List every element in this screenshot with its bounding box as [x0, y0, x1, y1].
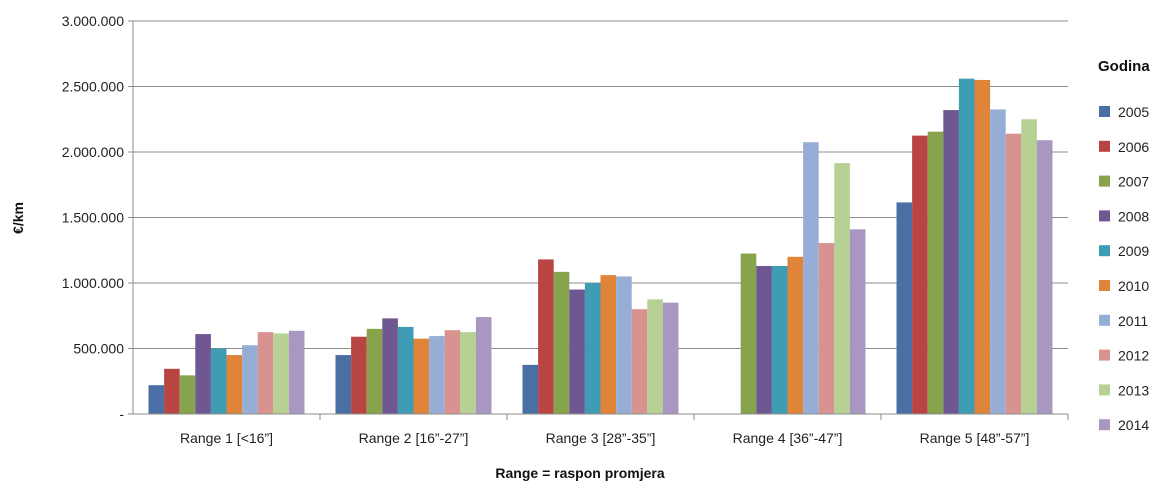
bar-2011-range-3 — [616, 276, 632, 414]
bar-2005-range-2 — [335, 355, 352, 414]
x-category-label: Range 1 [<16”] — [180, 430, 273, 446]
bar-2011-range-1 — [242, 345, 258, 414]
bar-2009-range-5 — [958, 78, 975, 414]
bar-2012-range-1 — [257, 332, 274, 414]
legend-swatch-2011 — [1099, 314, 1110, 326]
bar-2014-range-2 — [475, 317, 492, 414]
bar-2007-range-4 — [740, 253, 757, 414]
x-category-label: Range 5 [48”-57”] — [920, 430, 1030, 446]
legend-swatch-2008 — [1099, 210, 1110, 222]
bar-2007-range-2 — [366, 328, 383, 414]
legend-swatch-2007 — [1099, 175, 1110, 187]
x-category-label: Range 3 [28”-35”] — [546, 430, 656, 446]
legend-label-2011: 2011 — [1118, 313, 1148, 329]
bar-2011-range-4 — [803, 142, 819, 415]
bar-2010-range-3 — [600, 275, 617, 414]
bar-2010-range-4 — [787, 256, 804, 414]
bar-2010-range-5 — [974, 79, 991, 414]
bar-2013-range-1 — [273, 333, 289, 414]
bar-2014-range-5 — [1036, 140, 1053, 414]
legend-swatch-2010 — [1099, 280, 1110, 291]
legend-swatch-2013 — [1099, 384, 1110, 396]
bars — [148, 78, 1053, 415]
legend-swatch-2012 — [1099, 349, 1110, 361]
y-tick-label: 3.000.000 — [62, 13, 124, 29]
bar-2008-range-1 — [195, 334, 211, 414]
bar-2012-range-5 — [1005, 133, 1022, 414]
bar-2009-range-2 — [397, 326, 414, 414]
legend-label-2014: 2014 — [1118, 417, 1149, 433]
bar-2010-range-1 — [226, 355, 243, 414]
bar-2013-range-3 — [647, 299, 663, 414]
bar-2005-range-5 — [896, 202, 913, 414]
bar-2009-range-1 — [210, 348, 227, 414]
legend: Godina 2005 2006 2007 2008 2009 2010 2011 2012 2… — [1098, 58, 1150, 433]
bar-2009-range-3 — [584, 283, 601, 414]
legend-label-2006: 2006 — [1118, 139, 1149, 155]
legend-label-2008: 2008 — [1118, 208, 1149, 224]
legend-label-2005: 2005 — [1118, 104, 1149, 120]
bar-2008-range-2 — [382, 318, 398, 414]
bar-2006-range-2 — [351, 336, 367, 414]
legend-swatch-2006 — [1099, 140, 1110, 152]
x-category-label: Range 2 [16”-27”] — [359, 430, 469, 446]
legend-label-2007: 2007 — [1118, 174, 1149, 190]
legend-swatch-2009 — [1099, 245, 1110, 257]
y-tick-label: 2.500.000 — [62, 79, 124, 95]
bar-2012-range-3 — [631, 309, 648, 414]
bar-2008-range-5 — [943, 110, 959, 414]
bar-2013-range-5 — [1021, 119, 1037, 414]
y-axis-title: €/km — [10, 202, 26, 234]
bar-2008-range-3 — [569, 289, 585, 414]
y-tick-label: - — [119, 406, 124, 422]
bar-2014-range-4 — [849, 229, 866, 414]
y-tick-label: 2.000.000 — [62, 144, 124, 160]
bar-2009-range-4 — [771, 265, 788, 414]
bar-2007-range-5 — [927, 131, 944, 414]
bar-2005-range-1 — [148, 385, 165, 414]
bar-2013-range-2 — [460, 332, 476, 414]
legend-title: Godina — [1098, 58, 1150, 75]
bar-2008-range-4 — [756, 265, 772, 414]
bar-2012-range-2 — [444, 330, 461, 414]
bar-2011-range-5 — [990, 109, 1006, 415]
bar-2013-range-4 — [834, 163, 850, 414]
legend-label-2013: 2013 — [1118, 382, 1149, 398]
x-category-label: Range 4 [36”-47”] — [733, 430, 843, 446]
legend-label-2010: 2010 — [1118, 278, 1149, 294]
bar-2010-range-2 — [413, 338, 430, 414]
bar-2014-range-1 — [288, 330, 305, 414]
y-tick-label: 1.000.000 — [62, 275, 124, 291]
legend-swatch-2005 — [1099, 106, 1110, 117]
y-tick-label: 1.500.000 — [62, 210, 124, 226]
bar-2005-range-3 — [522, 364, 539, 414]
axes: - 500.000 1.000.000 1.500.000 2.000.000 2.500… — [62, 13, 1069, 446]
bar-2006-range-5 — [912, 135, 928, 414]
legend-label-2009: 2009 — [1118, 243, 1149, 259]
bar-2006-range-3 — [538, 259, 554, 414]
legend-swatch-2014 — [1099, 419, 1110, 431]
x-axis-title: Range = raspon promjera — [495, 465, 664, 481]
bar-2007-range-1 — [179, 375, 196, 414]
bar-2011-range-2 — [429, 336, 445, 414]
bar-2006-range-1 — [164, 368, 180, 414]
bar-2007-range-3 — [553, 271, 570, 414]
bar-2012-range-4 — [818, 243, 835, 414]
legend-label-2012: 2012 — [1118, 348, 1149, 364]
bar-2014-range-3 — [662, 302, 679, 414]
y-tick-label: 500.000 — [73, 341, 124, 357]
